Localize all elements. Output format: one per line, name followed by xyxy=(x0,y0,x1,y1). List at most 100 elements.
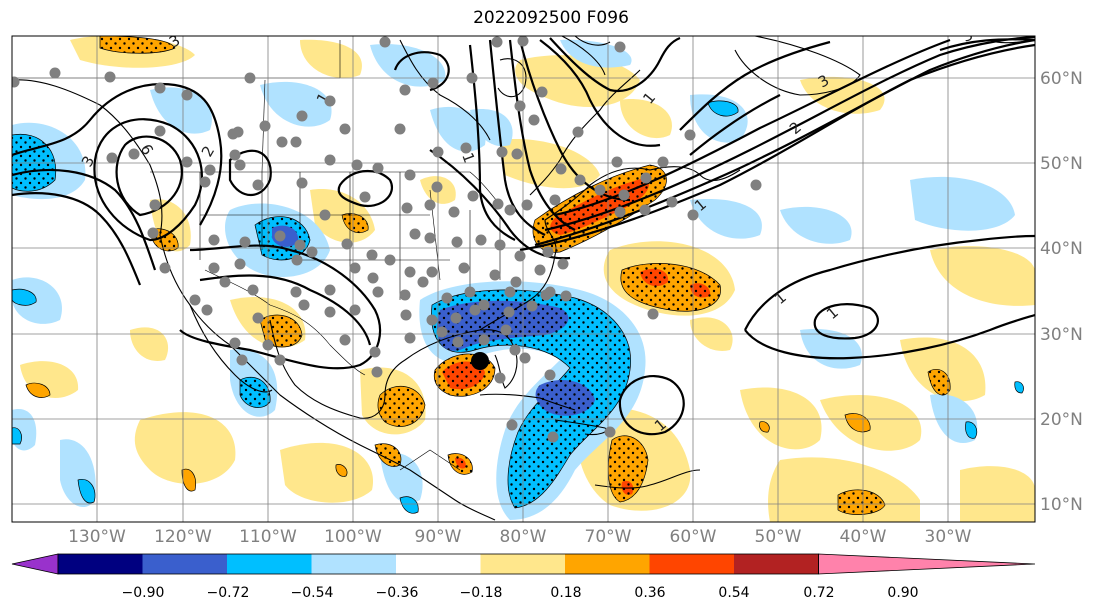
lat-label: 40°N xyxy=(1040,239,1083,259)
ensemble-marker xyxy=(262,339,274,351)
ensemble-marker xyxy=(201,304,213,316)
colorbar-cell xyxy=(734,554,819,574)
ensemble-marker xyxy=(366,249,378,261)
ensemble-marker xyxy=(521,199,533,211)
ensemble-marker xyxy=(491,36,503,48)
ensemble-marker xyxy=(436,326,448,338)
ensemble-marker xyxy=(276,136,288,148)
ensemble-marker xyxy=(506,419,518,431)
ensemble-marker xyxy=(252,179,264,191)
ensemble-marker xyxy=(371,366,383,378)
lon-label: 50°W xyxy=(755,527,802,547)
colorbar-tick: 0.54 xyxy=(718,585,749,601)
ensemble-marker xyxy=(252,312,264,324)
ensemble-marker xyxy=(208,262,220,274)
colorbar-arrow-left xyxy=(11,553,59,575)
ensemble-marker xyxy=(467,190,479,202)
lat-axis-labels: 60°N 50°N 40°N 30°N 20°N 10°N xyxy=(1040,69,1083,515)
ensemble-marker xyxy=(147,227,159,239)
ensemble-markers xyxy=(12,36,762,443)
ensemble-marker xyxy=(528,114,540,126)
lon-label: 120°W xyxy=(154,527,212,547)
ensemble-marker xyxy=(517,36,529,47)
ensemble-marker xyxy=(236,354,248,366)
ensemble-marker xyxy=(404,332,416,344)
ensemble-marker xyxy=(239,236,251,248)
ensemble-marker xyxy=(557,258,569,270)
ensemble-marker xyxy=(319,209,331,221)
colorbar-tick: 0.36 xyxy=(634,585,665,601)
ensemble-marker xyxy=(324,95,336,107)
ensemble-marker xyxy=(604,426,616,438)
ensemble-marker xyxy=(204,164,216,176)
ensemble-marker xyxy=(341,238,353,250)
ensemble-marker xyxy=(451,236,463,248)
ensemble-marker xyxy=(494,239,506,251)
ensemble-marker xyxy=(666,196,678,208)
colorbar-tick: −0.72 xyxy=(207,585,250,601)
colorbar-tick: 0.18 xyxy=(550,585,581,601)
ensemble-marker xyxy=(750,179,762,191)
ensemble-marker xyxy=(181,89,193,101)
ensemble-marker xyxy=(432,146,444,158)
ensemble-marker xyxy=(503,306,515,318)
colorbar-tick: −0.36 xyxy=(376,585,419,601)
storm-center-marker xyxy=(471,352,489,370)
colorbar-tick: −0.54 xyxy=(291,585,334,601)
ensemble-marker xyxy=(104,71,116,83)
ensemble-marker xyxy=(494,372,506,384)
ensemble-marker xyxy=(509,344,521,356)
ensemble-marker xyxy=(417,276,429,288)
lon-label: 30°W xyxy=(925,527,972,547)
ensemble-marker xyxy=(379,36,391,48)
ensemble-marker xyxy=(687,209,699,221)
ensemble-marker xyxy=(504,204,516,216)
ensemble-marker xyxy=(296,110,308,122)
lon-label: 70°W xyxy=(585,527,632,547)
ensemble-marker xyxy=(291,254,303,266)
ensemble-marker xyxy=(12,76,20,88)
ensemble-marker xyxy=(514,250,526,262)
lon-label: 130°W xyxy=(68,527,126,547)
lon-axis-labels: 130°W 120°W 110°W 100°W 90°W 80°W 70°W 6… xyxy=(68,527,972,547)
ensemble-marker xyxy=(424,232,436,244)
ensemble-marker xyxy=(324,306,336,318)
ensemble-marker xyxy=(400,309,412,321)
ensemble-marker xyxy=(431,181,443,193)
ensemble-marker xyxy=(514,100,526,112)
contour-lines xyxy=(12,36,1035,436)
ensemble-marker xyxy=(409,228,421,240)
anomaly-medium-negative xyxy=(12,100,1024,514)
ensemble-marker xyxy=(401,202,413,214)
ensemble-marker xyxy=(450,312,462,324)
ensemble-marker xyxy=(441,292,453,304)
ensemble-marker xyxy=(496,146,508,158)
contour-label: 3 xyxy=(960,26,975,46)
ensemble-marker xyxy=(351,159,363,171)
ensemble-marker xyxy=(339,334,351,346)
ensemble-marker xyxy=(640,172,652,184)
ensemble-marker xyxy=(372,286,384,298)
ensemble-marker xyxy=(234,258,246,270)
ensemble-marker xyxy=(614,41,626,53)
ensemble-marker xyxy=(349,304,361,316)
ensemble-marker xyxy=(324,284,336,296)
ensemble-marker xyxy=(296,177,308,189)
map-area: 3 3 2 1 1 1 1 1 1 1 2 3 3 6 xyxy=(12,26,1035,522)
ensemble-marker xyxy=(219,276,231,288)
colorbar-cell xyxy=(227,554,312,574)
ensemble-marker xyxy=(555,163,567,175)
lon-label: 40°W xyxy=(840,527,887,547)
colorbar-tick: 0.90 xyxy=(887,585,918,601)
ensemble-marker xyxy=(478,299,490,311)
ensemble-marker xyxy=(369,346,381,358)
ensemble-marker xyxy=(574,174,586,186)
colorbar-cell xyxy=(565,554,650,574)
ensemble-marker xyxy=(234,159,246,171)
colorbar: −0.90 −0.72 −0.54 −0.36 −0.18 0.18 0.36 … xyxy=(11,553,1036,601)
ensemble-marker xyxy=(394,123,406,135)
ensemble-marker xyxy=(542,246,554,258)
lon-label: 80°W xyxy=(500,527,547,547)
ensemble-marker xyxy=(229,149,241,161)
ensemble-marker xyxy=(199,176,211,188)
